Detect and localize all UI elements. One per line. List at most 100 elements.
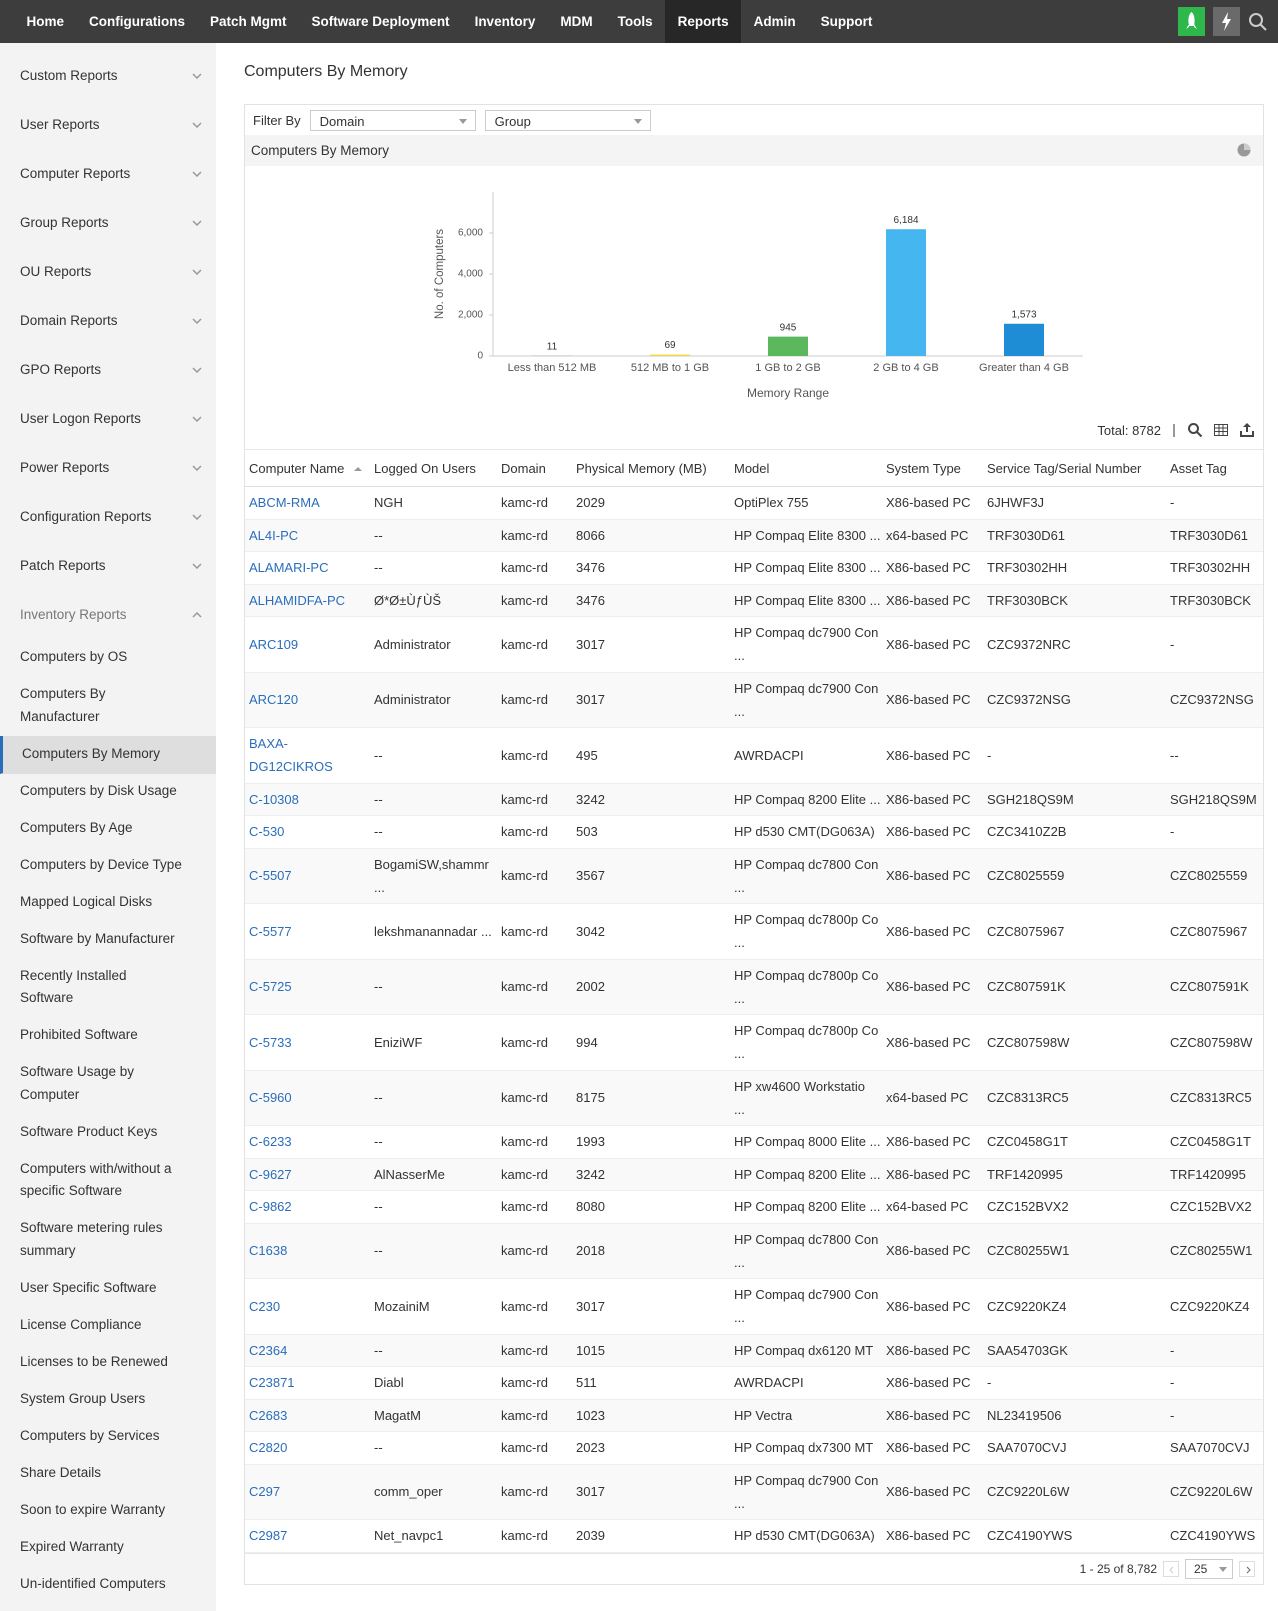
chevron-line: [192, 415, 202, 422]
search-button[interactable]: [1248, 12, 1268, 32]
sidebar-section[interactable]: OU Reports: [0, 247, 216, 296]
computer-link[interactable]: C23871: [245, 1366, 370, 1400]
section-label: Custom Reports: [20, 68, 118, 83]
sidebar-item[interactable]: Software Product Keys: [20, 1123, 158, 1139]
computer-link[interactable]: ALAMARI-PC: [245, 551, 370, 585]
computer-link[interactable]: C-9627: [245, 1158, 370, 1191]
sidebar-section[interactable]: Group Reports: [0, 198, 216, 247]
table-body: ABCM-RMA NGH kamc-rd 2029 OptiPlex 755 X86-ba…: [245, 486, 1263, 1553]
search-icon[interactable]: [1187, 422, 1203, 438]
column-header[interactable]: Service Tag/Serial Number: [983, 449, 1166, 487]
sidebar-section[interactable]: Domain Reports: [0, 296, 216, 345]
sidebar-item[interactable]: Share Details: [20, 1464, 102, 1480]
nav-item[interactable]: Patch Mgmt: [210, 14, 287, 29]
computer-link[interactable]: ARC109: [245, 616, 370, 673]
column-header[interactable]: Physical Memory (MB): [572, 449, 730, 487]
nav-item[interactable]: Support: [820, 14, 873, 29]
nav-item[interactable]: MDM: [560, 14, 593, 29]
computer-link[interactable]: C-5507: [245, 848, 370, 904]
computer-link[interactable]: C2364: [245, 1334, 370, 1367]
computer-link[interactable]: C-9862: [245, 1190, 370, 1224]
export-icon[interactable]: [1239, 422, 1255, 438]
computer-link[interactable]: C-5725: [245, 959, 370, 1015]
nav-item[interactable]: Configurations: [89, 14, 186, 29]
sidebar-item[interactable]: Software metering rules summary: [20, 1220, 163, 1258]
computer-link[interactable]: ALHAMIDFA-PC: [245, 584, 370, 617]
sidebar-section[interactable]: Power Reports: [0, 443, 216, 492]
nav-item[interactable]: Tools: [617, 14, 653, 29]
sidebar-item[interactable]: License Compliance: [20, 1316, 142, 1332]
computer-link[interactable]: C2987: [245, 1519, 370, 1553]
sidebar-item[interactable]: Computers by Services: [20, 1427, 160, 1443]
computer-link[interactable]: C1638: [245, 1223, 370, 1279]
nav-item[interactable]: Software Deployment: [311, 14, 450, 29]
sidebar-item[interactable]: Software Usage by Computer: [20, 1064, 135, 1102]
computer-link[interactable]: C2820: [245, 1431, 370, 1465]
sidebar-item[interactable]: Mapped Logical Disks: [20, 893, 153, 909]
sidebar-section[interactable]: Custom Reports: [0, 51, 216, 100]
sidebar-item[interactable]: Computers By Manufacturer: [20, 686, 106, 724]
sidebar-item[interactable]: Recently Installed Software: [20, 967, 127, 1006]
computer-link[interactable]: C-5577: [245, 903, 370, 960]
table-cell: X86-based PC: [882, 1125, 983, 1159]
caret: [458, 118, 467, 124]
sidebar-item[interactable]: System Group Users: [20, 1390, 146, 1406]
table-cell: CZC9372NSG: [1166, 672, 1263, 728]
sidebar-section[interactable]: GPO Reports: [0, 345, 216, 394]
nav-item[interactable]: Reports: [665, 0, 742, 43]
sidebar-item[interactable]: Computers by OS: [20, 649, 128, 665]
sidebar-section[interactable]: Configuration Reports: [0, 492, 216, 541]
sidebar-item[interactable]: Computers by Device Type: [20, 856, 182, 872]
computer-link[interactable]: C2683: [245, 1399, 370, 1432]
sidebar-section[interactable]: User Logon Reports: [0, 394, 216, 443]
sidebar-section[interactable]: Patch Reports: [0, 541, 216, 590]
column-header[interactable]: System Type: [882, 449, 983, 487]
table-cell: 3017: [572, 1278, 730, 1335]
computer-link[interactable]: C297: [245, 1464, 370, 1520]
table-cell: kamc-rd: [497, 815, 572, 849]
sidebar-section[interactable]: Inventory Reports: [0, 590, 216, 639]
quick-action-button[interactable]: [1213, 7, 1240, 36]
columns-icon[interactable]: [1213, 422, 1229, 438]
computer-link[interactable]: C-5733: [245, 1014, 370, 1071]
sidebar-section[interactable]: Computer Reports: [0, 149, 216, 198]
column-header[interactable]: Computer Name: [245, 449, 370, 487]
column-header[interactable]: Asset Tag: [1166, 449, 1263, 487]
computer-link[interactable]: BAXA- DG12CIKROS: [245, 727, 370, 784]
sidebar-item[interactable]: Un-identified Computers: [20, 1575, 166, 1591]
sidebar-item[interactable]: Soon to expire Warranty: [20, 1501, 166, 1517]
sidebar-item[interactable]: Computers By Memory: [0, 735, 216, 774]
next-page[interactable]: [1239, 1560, 1255, 1577]
table-cell: comm_oper: [370, 1464, 497, 1520]
computer-link[interactable]: C-5960: [245, 1070, 370, 1126]
sidebar-item[interactable]: User Specific Software: [20, 1279, 157, 1295]
column-header[interactable]: Logged On Users: [370, 449, 497, 487]
page-size-select[interactable]: 25: [1185, 1558, 1233, 1579]
nav-item[interactable]: Home: [26, 14, 65, 29]
computer-link[interactable]: C230: [245, 1278, 370, 1335]
sidebar-item[interactable]: Computers with/without a specific Softwa…: [20, 1160, 172, 1199]
sidebar-item[interactable]: Expired Warranty: [20, 1538, 124, 1554]
sidebar-item[interactable]: Prohibited Software: [20, 1027, 138, 1043]
prev-page[interactable]: [1163, 1560, 1179, 1577]
domain-select[interactable]: Domain: [309, 109, 476, 131]
table-row: C-5960 -- kamc-rd 8175 HP xw4600 Workstatio …: [245, 1070, 1263, 1126]
nav-item[interactable]: Inventory: [474, 14, 536, 29]
column-header[interactable]: Domain: [497, 449, 572, 487]
computer-link[interactable]: ARC120: [245, 672, 370, 728]
computer-link[interactable]: C-6233: [245, 1125, 370, 1159]
sidebar-item[interactable]: Computers by Disk Usage: [20, 782, 177, 798]
sidebar-item[interactable]: Licenses to be Renewed: [20, 1353, 168, 1369]
column-header[interactable]: Model: [730, 449, 882, 487]
sidebar-section[interactable]: User Reports: [0, 100, 216, 149]
rocket-button[interactable]: [1178, 7, 1205, 36]
sidebar-item[interactable]: Software by Manufacturer: [20, 930, 175, 946]
computer-link[interactable]: AL4I-PC: [245, 519, 370, 552]
computer-link[interactable]: ABCM-RMA: [245, 486, 370, 520]
computer-link[interactable]: C-10308: [245, 783, 370, 816]
group-select[interactable]: Group: [484, 109, 651, 131]
sidebar-item[interactable]: Computers By Age: [20, 819, 133, 835]
computer-link[interactable]: C-530: [245, 815, 370, 849]
nav-item[interactable]: Admin: [753, 14, 796, 29]
pie-toggle[interactable]: [1237, 143, 1251, 157]
